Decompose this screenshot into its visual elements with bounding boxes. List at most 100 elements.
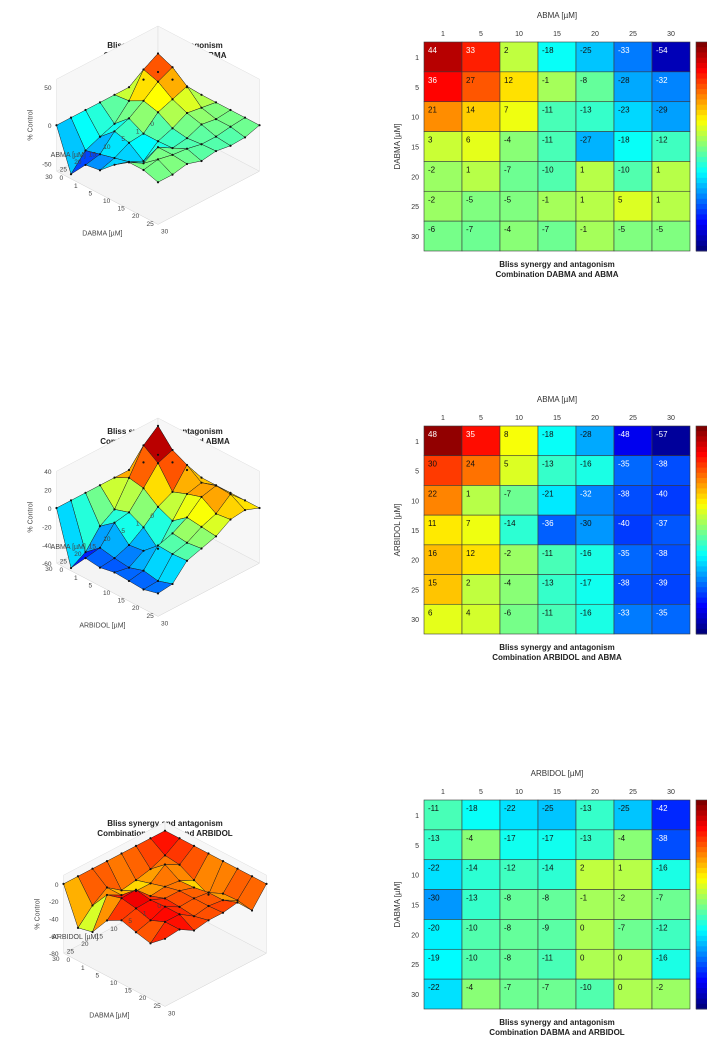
- heatmap-cell-value: 21: [428, 106, 437, 115]
- surface-data-point: [200, 476, 203, 479]
- surface-data-point: [207, 891, 210, 894]
- heatmap-y-tick: 10: [411, 873, 419, 880]
- surface-data-point: [265, 882, 268, 885]
- surface-data-point: [105, 919, 109, 922]
- heatmap-cell-value: -17: [542, 834, 554, 843]
- colorbar-segment: [696, 1003, 707, 1010]
- heatmap-cell-value: -7: [542, 983, 550, 992]
- heatmap-cell-value: -13: [580, 834, 592, 843]
- surface-x-tick: 10: [110, 926, 118, 933]
- heatmap-y-tick: 1: [415, 55, 419, 62]
- colorbar-segment: [696, 177, 707, 184]
- colorbar-segment: [696, 109, 707, 116]
- surface-y-tick: 30: [168, 1010, 176, 1017]
- surface-data-point: [156, 111, 160, 114]
- heatmap-y-tick: 1: [415, 439, 419, 446]
- heatmap-cell-value: -38: [618, 579, 630, 588]
- heatmap-cell: [537, 574, 577, 605]
- heatmap-ylabel: DABMA [µM]: [393, 124, 402, 170]
- heatmap-cell-value: -16: [580, 460, 592, 469]
- surface-data-point: [142, 132, 145, 135]
- colorbar-segment: [696, 602, 707, 609]
- surface-data-point: [163, 854, 167, 857]
- surface-zlabel: % Control: [28, 109, 35, 140]
- surface-data-point: [98, 484, 102, 487]
- surface-data-point: [200, 525, 203, 528]
- surface-data-point: [142, 160, 145, 163]
- surface-data-point: [200, 93, 203, 96]
- heatmap-cell: [575, 978, 615, 1010]
- heatmap-cell-value: -7: [618, 923, 626, 932]
- heatmap-cell: [537, 455, 577, 486]
- surface-x-tick: 30: [45, 174, 53, 181]
- surface-data-point: [214, 118, 218, 121]
- heatmap-cell: [537, 919, 577, 950]
- surface-y-tick: 25: [147, 221, 155, 228]
- surface-zlabel: % Control: [28, 501, 35, 532]
- surface-z-tick: -20: [42, 524, 52, 531]
- surface-data-point: [149, 867, 152, 871]
- surface-data-point: [221, 892, 225, 895]
- heatmap-cell: [423, 220, 463, 252]
- colorbar-segment: [696, 909, 707, 916]
- surface-data-point: [98, 169, 102, 172]
- heatmap-cell: [537, 101, 577, 132]
- colorbar-segment: [696, 245, 707, 252]
- colorbar-segment: [696, 556, 707, 562]
- colorbar-segment: [696, 467, 707, 474]
- surface-data-point: [163, 863, 167, 866]
- colorbar-segment: [696, 571, 707, 578]
- surface-x-tick: 0: [150, 121, 154, 128]
- surface-z-tick: 50: [44, 85, 52, 92]
- heatmap-cell-value: 1: [618, 864, 623, 873]
- heatmap-cell-value: 0: [618, 953, 623, 962]
- surface-data-point: [113, 508, 116, 511]
- colorbar-segment: [696, 998, 707, 1005]
- surface-data-point: [163, 905, 167, 908]
- surface-x-tick: 20: [74, 159, 82, 166]
- heatmap-cell: [651, 799, 691, 831]
- surface-y-tick: 1: [74, 183, 78, 190]
- heatmap-cell: [537, 425, 577, 457]
- heatmap-x-tick: 5: [479, 415, 483, 422]
- surface-y-tick: 25: [154, 1003, 162, 1010]
- heatmap-cell: [461, 71, 501, 103]
- heatmap-cell-value: 33: [466, 46, 475, 55]
- colorbar-segment: [696, 576, 707, 583]
- surface-data-point: [185, 516, 189, 519]
- heatmap-cell-value: 0: [580, 953, 585, 962]
- surface-data-point: [113, 156, 116, 160]
- colorbar-segment: [696, 446, 707, 453]
- surface-data-point: [127, 566, 131, 569]
- surface-data-point: [258, 124, 261, 127]
- surface-data-point: [156, 70, 160, 74]
- colorbar-segment: [696, 820, 707, 827]
- surface-data-point: [156, 592, 160, 595]
- heatmap-cell-value: -10: [580, 983, 592, 992]
- surface-data-point: [113, 163, 116, 166]
- heatmap-cell-value: -10: [466, 953, 478, 962]
- heatmap-y-tick: 30: [411, 617, 419, 624]
- surface-data-point: [142, 162, 145, 165]
- heatmap-cell: [423, 574, 463, 605]
- colorbar-segment: [696, 951, 707, 958]
- surface-data-point: [185, 541, 189, 544]
- surface-data-point: [113, 557, 116, 560]
- heatmap-ylabel: DABMA [µM]: [393, 882, 402, 928]
- surface-data-point: [127, 141, 131, 144]
- heatmap-cell: [537, 161, 577, 192]
- heatmap-cell-value: -54: [656, 46, 668, 55]
- colorbar-segment: [696, 935, 707, 942]
- heatmap-cell-value: 12: [466, 549, 475, 558]
- surface-data-point: [229, 125, 232, 128]
- heatmap-cell: [575, 425, 615, 457]
- colorbar-segment: [696, 608, 707, 614]
- heatmap-cell: [651, 859, 691, 890]
- surface-data-point: [127, 117, 131, 120]
- surface-z-tick: -50: [42, 162, 52, 169]
- surface-data-point: [156, 547, 160, 550]
- heatmap-cell: [423, 485, 463, 516]
- surface-data-point: [192, 897, 196, 900]
- surface-data-point: [91, 904, 94, 907]
- heatmap-cell-value: -10: [618, 165, 630, 174]
